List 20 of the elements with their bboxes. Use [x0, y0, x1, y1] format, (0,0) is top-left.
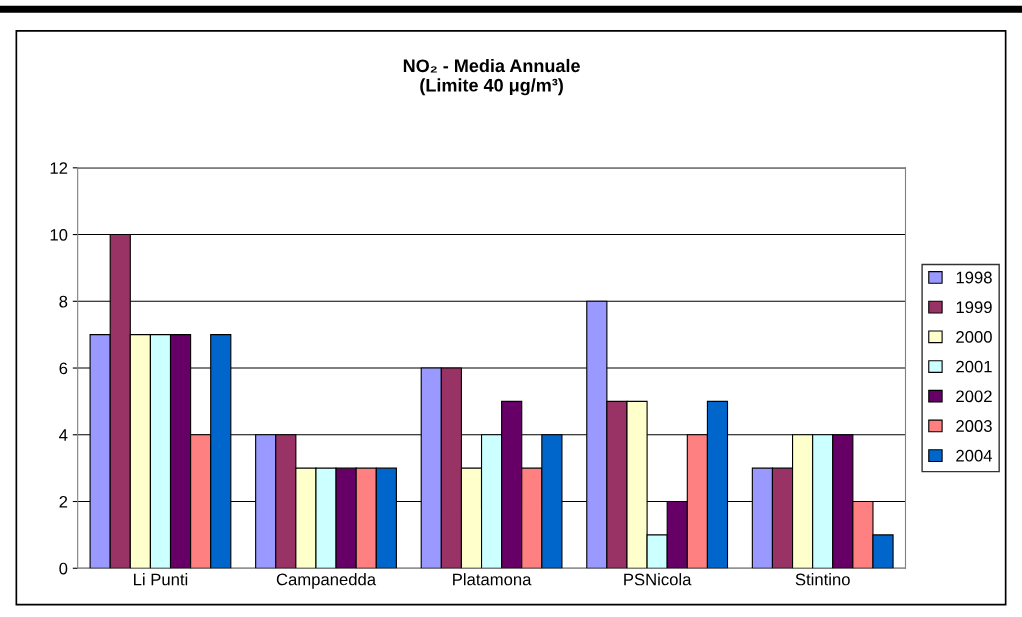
legend-label: 1999	[956, 301, 992, 314]
y-tick-label: 12	[50, 162, 68, 174]
legend-label: 2000	[956, 331, 992, 343]
y-tick-label: 0	[59, 562, 68, 575]
x-tick-label: PSNicola	[624, 573, 692, 586]
legend-label: 2002	[956, 390, 992, 403]
y-tick-label: 2	[59, 495, 68, 508]
x-tick-label: Campanedda	[276, 573, 377, 589]
x-tick-label: Li Punti	[134, 573, 188, 586]
x-tick-label: Stintino	[795, 573, 850, 586]
y-tick-label: 8	[59, 295, 68, 308]
chart-title: NO₂ - Media Annuale (Limite 40 μg/m³)	[403, 58, 580, 96]
x-tick-label: Platamona	[453, 573, 532, 586]
legend-label: 2001	[956, 360, 992, 373]
legend-label: 2004	[956, 449, 993, 462]
y-tick-label: 10	[50, 228, 68, 241]
legend-label: 2003	[956, 420, 992, 432]
y-tick-label: 6	[59, 362, 68, 375]
y-tick-label: 4	[59, 429, 68, 441]
legend-label: 1998	[956, 271, 992, 284]
